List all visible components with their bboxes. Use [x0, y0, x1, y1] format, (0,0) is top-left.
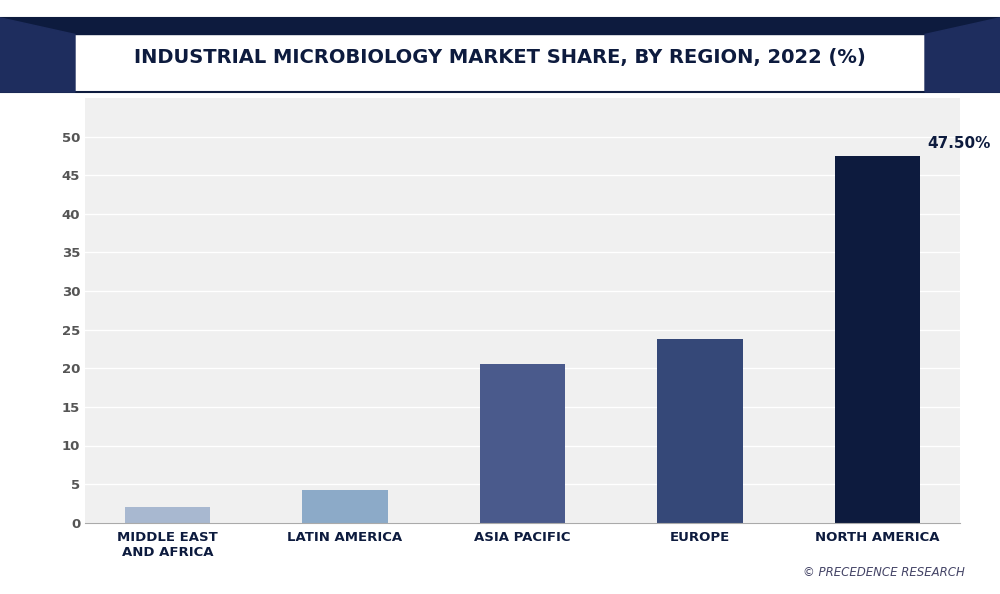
Bar [125, 507, 210, 523]
Bar [657, 339, 743, 523]
Text: © PRECEDENCE RESEARCH: © PRECEDENCE RESEARCH [803, 566, 965, 579]
Text: 47.50%: 47.50% [927, 136, 991, 151]
Bar [835, 156, 920, 523]
Bar [480, 364, 565, 523]
Bar [302, 489, 388, 523]
Text: INDUSTRIAL MICROBIOLOGY MARKET SHARE, BY REGION, 2022 (%): INDUSTRIAL MICROBIOLOGY MARKET SHARE, BY… [134, 49, 866, 67]
